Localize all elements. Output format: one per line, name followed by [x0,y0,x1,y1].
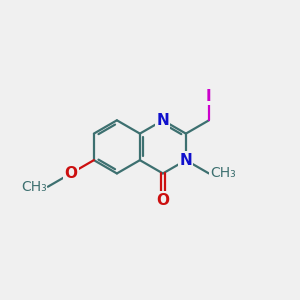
Text: O: O [156,193,170,208]
Text: I: I [206,89,212,104]
Text: N: N [157,113,169,128]
Text: CH₃: CH₃ [21,180,47,194]
Text: CH₃: CH₃ [210,167,236,180]
Text: O: O [64,166,77,181]
Text: N: N [179,153,192,168]
